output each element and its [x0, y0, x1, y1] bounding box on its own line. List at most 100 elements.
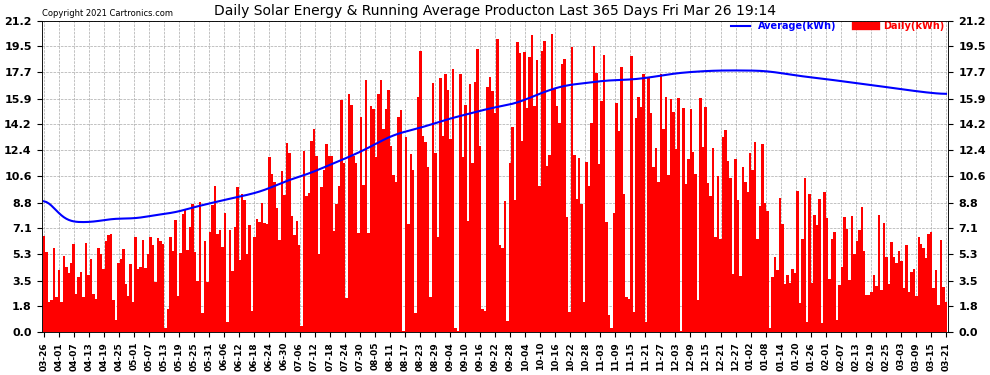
- Bar: [749, 153, 751, 332]
- Bar: [67, 273, 70, 332]
- Bar: [595, 73, 598, 332]
- Bar: [181, 214, 184, 332]
- Bar: [900, 261, 903, 332]
- Bar: [771, 277, 774, 332]
- Bar: [387, 90, 390, 332]
- Bar: [836, 320, 839, 332]
- Bar: [65, 267, 67, 332]
- Bar: [122, 249, 125, 332]
- Bar: [853, 255, 855, 332]
- Bar: [888, 284, 890, 332]
- Bar: [712, 148, 715, 332]
- Bar: [740, 276, 742, 332]
- Bar: [742, 167, 744, 332]
- Bar: [669, 99, 672, 332]
- Bar: [296, 221, 298, 332]
- Bar: [415, 313, 417, 332]
- Bar: [422, 136, 425, 332]
- Bar: [687, 159, 689, 332]
- Bar: [204, 241, 206, 332]
- Bar: [654, 147, 657, 332]
- Bar: [454, 328, 456, 332]
- Bar: [496, 39, 499, 332]
- Bar: [784, 284, 786, 332]
- Bar: [273, 182, 275, 332]
- Bar: [43, 236, 46, 332]
- Bar: [440, 78, 442, 332]
- Bar: [640, 107, 643, 332]
- Bar: [437, 237, 440, 332]
- Bar: [435, 153, 437, 332]
- Bar: [811, 283, 814, 332]
- Bar: [613, 213, 615, 332]
- Bar: [263, 223, 265, 332]
- Bar: [367, 233, 370, 332]
- Bar: [186, 249, 189, 332]
- Bar: [459, 74, 461, 332]
- Bar: [944, 302, 947, 332]
- Bar: [57, 270, 60, 332]
- Bar: [474, 82, 476, 332]
- Bar: [662, 129, 664, 332]
- Bar: [707, 183, 710, 332]
- Bar: [95, 299, 97, 332]
- Bar: [161, 244, 164, 332]
- Bar: [598, 164, 600, 332]
- Bar: [578, 158, 580, 332]
- Bar: [841, 267, 843, 332]
- Bar: [184, 209, 186, 332]
- Bar: [769, 327, 771, 332]
- Bar: [868, 295, 870, 332]
- Bar: [700, 98, 702, 332]
- Bar: [732, 274, 735, 332]
- Bar: [722, 137, 725, 332]
- Bar: [746, 192, 749, 332]
- Bar: [275, 208, 278, 332]
- Bar: [789, 283, 791, 332]
- Bar: [464, 105, 466, 332]
- Bar: [664, 97, 667, 332]
- Bar: [105, 242, 107, 332]
- Bar: [657, 182, 659, 332]
- Bar: [244, 200, 246, 332]
- Bar: [250, 310, 253, 332]
- Bar: [873, 275, 875, 332]
- Bar: [298, 245, 301, 332]
- Bar: [216, 234, 219, 332]
- Bar: [940, 240, 942, 332]
- Bar: [821, 323, 824, 332]
- Bar: [352, 156, 355, 332]
- Bar: [236, 187, 239, 332]
- Bar: [620, 68, 623, 332]
- Bar: [214, 186, 216, 332]
- Bar: [735, 159, 737, 332]
- Bar: [140, 267, 142, 332]
- Bar: [910, 272, 913, 332]
- Bar: [50, 300, 52, 332]
- Bar: [831, 239, 834, 332]
- Bar: [151, 244, 154, 332]
- Bar: [355, 163, 357, 332]
- Bar: [754, 142, 756, 332]
- Bar: [779, 198, 781, 332]
- Bar: [303, 152, 306, 332]
- Bar: [923, 248, 925, 332]
- Bar: [481, 309, 484, 332]
- Bar: [357, 233, 360, 332]
- Bar: [730, 178, 732, 332]
- Bar: [679, 331, 682, 332]
- Bar: [333, 231, 336, 332]
- Bar: [159, 241, 161, 332]
- Bar: [377, 94, 380, 332]
- Bar: [829, 279, 831, 332]
- Bar: [392, 175, 395, 332]
- Bar: [60, 302, 62, 332]
- Bar: [189, 227, 191, 332]
- Bar: [156, 238, 159, 332]
- Bar: [410, 154, 412, 332]
- Bar: [253, 237, 255, 332]
- Bar: [506, 321, 509, 332]
- Bar: [895, 263, 898, 332]
- Bar: [583, 302, 585, 332]
- Bar: [761, 144, 764, 332]
